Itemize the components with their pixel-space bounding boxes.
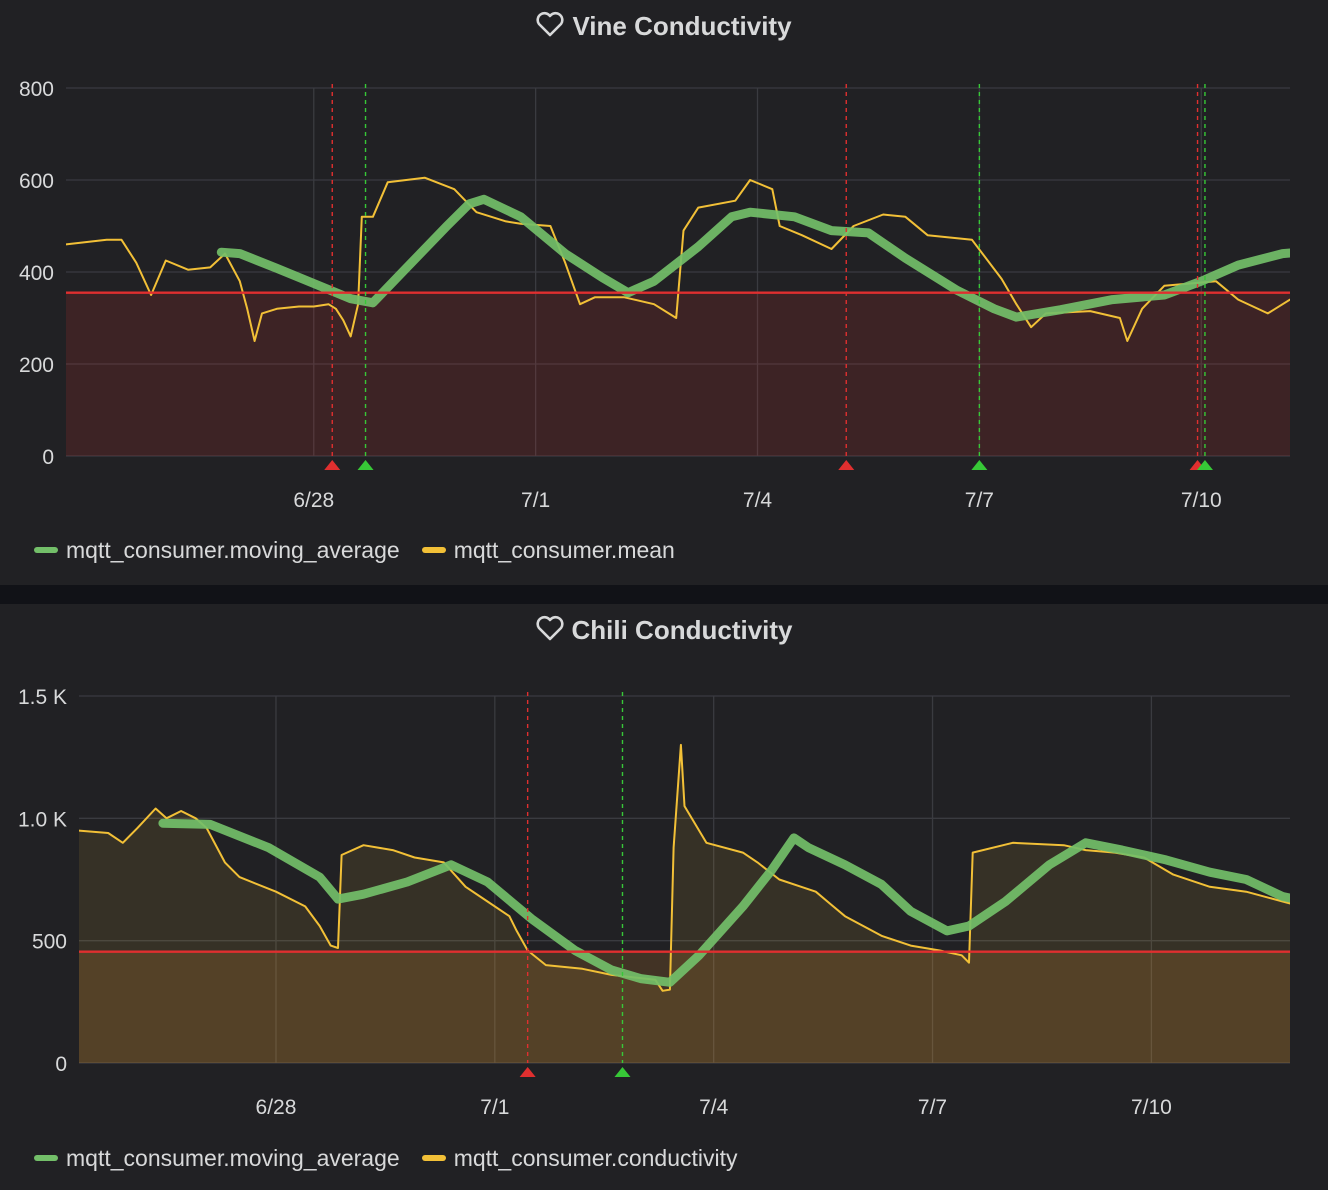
threshold-region [66,292,1290,456]
annotation-marker [357,460,374,470]
legend-item-mean[interactable]: mqtt_consumer.mean [421,536,675,564]
legend-item-moving-average[interactable]: mqtt_consumer.moving_average [34,537,400,564]
y-tick-label: 200 [19,354,54,377]
legend-label: mqtt_consumer.moving_average [66,1144,400,1171]
panel-title-text: Vine Conductivity [572,11,792,41]
y-tick-label: 1.5 K [18,686,67,709]
series-line-moving-average [216,194,1290,322]
y-tick-label: 800 [19,78,54,101]
x-tick-label: 7/4 [743,489,773,512]
legend-label: mqtt_consumer.moving_average [66,536,400,563]
annotation-marker [324,460,341,470]
chili-conductivity-panel: Chili Conductivity 0 500 1.0 K 1.5 K 6/28 7/1… [0,604,1328,1190]
annotation-marker [519,1067,536,1077]
x-tick-label: 6/28 [293,489,334,512]
heart-icon [535,614,564,650]
y-tick-label: 0 [55,1053,67,1076]
y-tick-label: 0 [42,446,54,469]
x-tick-label: 7/10 [1131,1096,1172,1119]
x-tick-label: 7/7 [965,489,994,512]
y-tick-label: 600 [19,170,54,193]
annotation-marker [971,460,988,470]
series-group [66,176,1290,342]
legend-swatch [421,547,446,553]
y-tick-label: 1.0 K [18,808,67,831]
y-tick-label: 400 [19,262,54,285]
x-tick-label: 7/7 [918,1096,947,1119]
legend-swatch [34,547,58,553]
legend: mqtt_consumer.moving_average mqtt_consum… [34,1143,759,1173]
legend-label: mqtt_consumer.conductivity [453,1144,738,1171]
vine-conductivity-chart[interactable]: 0 200 400 600 800 6/28 7/1 7/4 7/7 7/10 [0,0,1328,585]
legend: mqtt_consumer.moving_average mqtt_consum… [34,535,697,565]
x-tick-label: 7/1 [521,489,550,512]
legend-item-conductivity[interactable]: mqtt_consumer.conductivity [421,1144,738,1172]
y-tick-label: 500 [32,931,67,954]
chili-conductivity-chart[interactable]: 0 500 1.0 K 1.5 K 6/28 7/1 7/4 7/7 7/10 [0,604,1328,1190]
panel-title: Vine Conductivity [0,8,1328,46]
series-line-raw [79,743,1290,992]
legend-swatch [34,1155,58,1161]
x-tick-label: 7/4 [699,1096,729,1119]
series-line-raw [66,176,1290,342]
series-area [79,744,1290,1063]
annotation-marker [1196,460,1213,470]
annotation-marker [838,460,855,470]
panel-title: Chili Conductivity [0,612,1328,650]
panel-title-text: Chili Conductivity [571,615,793,645]
vine-conductivity-panel: Vine Conductivity 0 200 400 600 800 6/28 7/1 7/… [0,0,1328,585]
legend-label: mqtt_consumer.mean [453,536,675,563]
annotation-marker [614,1067,631,1077]
heart-icon [536,10,565,46]
x-tick-label: 7/10 [1181,489,1222,512]
series-line-moving-average [158,818,1290,987]
series-group [79,743,1290,1063]
x-tick-label: 7/1 [480,1096,509,1119]
legend-swatch [421,1155,446,1161]
x-tick-label: 6/28 [256,1096,297,1119]
legend-item-moving-average[interactable]: mqtt_consumer.moving_average [34,1145,400,1172]
